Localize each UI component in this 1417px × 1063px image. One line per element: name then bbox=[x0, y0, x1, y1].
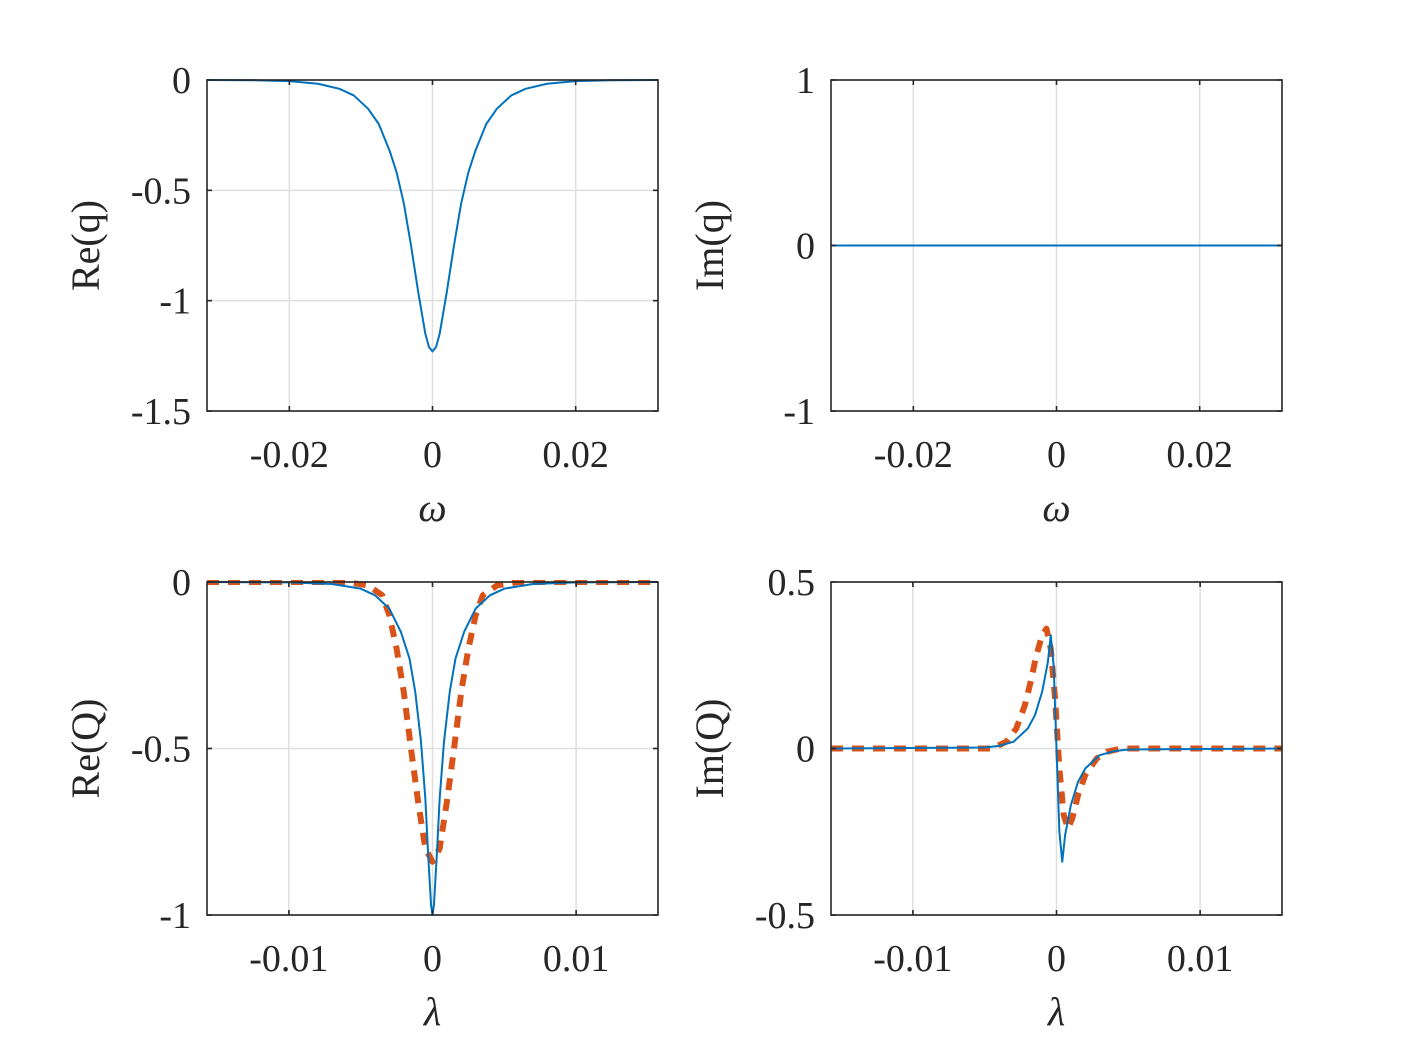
y-tick-label: -0.5 bbox=[131, 170, 191, 212]
y-tick-label: -1 bbox=[783, 391, 815, 433]
x-tick-label: 0 bbox=[1047, 434, 1066, 476]
y-tick-label: -1 bbox=[159, 895, 191, 937]
x-axis-label: λ bbox=[423, 989, 441, 1034]
chart-im-Q: -0.01 0 0.01 -0.5 0 0.5 λ Im(Q) bbox=[687, 562, 1283, 1034]
y-tick-label: 0 bbox=[796, 729, 815, 771]
x-tick-label: 0 bbox=[1047, 938, 1066, 980]
x-tick-label: -0.01 bbox=[249, 938, 328, 980]
y-axis-label: Im(Q) bbox=[687, 699, 732, 799]
x-tick-label: 0 bbox=[423, 938, 442, 980]
x-tick-label: -0.01 bbox=[873, 938, 952, 980]
y-tick-label: 0.5 bbox=[768, 562, 816, 604]
chart-re-q: -0.02 0 0.02 -1.5 -1 -0.5 0 ω Re(q) bbox=[63, 60, 659, 530]
y-tick-label: 0 bbox=[172, 562, 191, 604]
chart-re-Q: -0.01 0 0.01 -1 -0.5 0 λ Re(Q) bbox=[63, 562, 659, 1034]
x-tick-label: 0.02 bbox=[542, 434, 609, 476]
y-tick-label: 0 bbox=[172, 60, 191, 102]
y-tick-label: -0.5 bbox=[755, 895, 815, 937]
x-tick-label: 0.01 bbox=[543, 938, 610, 980]
x-tick-label: 0.02 bbox=[1166, 434, 1233, 476]
y-tick-label: 1 bbox=[796, 60, 815, 102]
y-tick-label: -1.5 bbox=[131, 391, 191, 433]
x-axis-label: λ bbox=[1047, 989, 1065, 1034]
y-axis-label: Re(Q) bbox=[63, 699, 108, 799]
x-tick-label: -0.02 bbox=[250, 434, 329, 476]
x-tick-label: 0.01 bbox=[1167, 938, 1234, 980]
x-tick-label: 0 bbox=[423, 434, 442, 476]
y-tick-label: 0 bbox=[796, 226, 815, 268]
y-axis-label: Re(q) bbox=[63, 200, 108, 291]
series-line-solid bbox=[207, 79, 658, 353]
x-axis-label: ω bbox=[418, 485, 446, 530]
y-tick-label: -0.5 bbox=[131, 729, 191, 771]
y-axis-label: Im(q) bbox=[687, 200, 732, 291]
x-axis-label: ω bbox=[1042, 485, 1070, 530]
series-line-dashed bbox=[207, 580, 658, 865]
y-tick-label: -1 bbox=[159, 281, 191, 323]
series-line-solid bbox=[831, 634, 1282, 863]
chart-im-q: -0.02 0 0.02 -1 0 1 ω Im(q) bbox=[687, 60, 1283, 530]
x-tick-label: -0.02 bbox=[874, 434, 953, 476]
